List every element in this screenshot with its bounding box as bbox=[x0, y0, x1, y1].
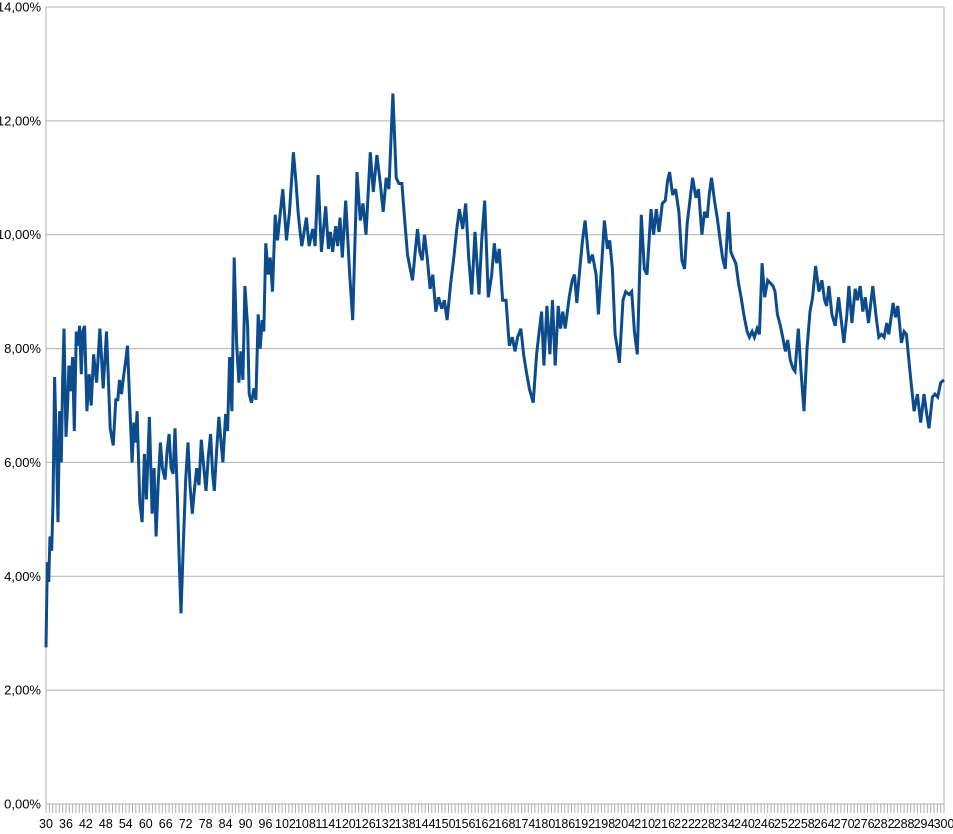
x-axis-label: 180 bbox=[534, 817, 555, 831]
x-axis-label: 288 bbox=[894, 817, 915, 831]
y-axis-label: 8,00% bbox=[4, 341, 41, 356]
x-axis-label: 264 bbox=[814, 817, 835, 831]
y-axis-label: 2,00% bbox=[4, 683, 41, 698]
x-axis-label: 210 bbox=[634, 817, 655, 831]
y-axis-label: 14,00% bbox=[0, 0, 41, 15]
x-axis-label: 36 bbox=[59, 817, 73, 831]
x-axis-label: 282 bbox=[874, 817, 895, 831]
x-axis-label: 216 bbox=[654, 817, 675, 831]
x-axis-label: 198 bbox=[594, 817, 615, 831]
x-axis-label: 132 bbox=[375, 817, 396, 831]
x-axis-label: 90 bbox=[239, 817, 253, 831]
x-axis-label: 246 bbox=[754, 817, 775, 831]
x-axis-label: 138 bbox=[395, 817, 416, 831]
x-axis-label: 84 bbox=[219, 817, 233, 831]
x-axis-label: 192 bbox=[574, 817, 595, 831]
x-axis-label: 300 bbox=[934, 817, 953, 831]
x-axis-label: 114 bbox=[315, 817, 335, 831]
x-axis-label: 240 bbox=[734, 817, 755, 831]
x-axis-label: 150 bbox=[435, 817, 456, 831]
x-axis-label: 54 bbox=[119, 817, 133, 831]
x-axis-label: 258 bbox=[794, 817, 815, 831]
y-axis-label: 10,00% bbox=[0, 227, 41, 242]
x-axis-label: 156 bbox=[455, 817, 476, 831]
x-axis-label: 174 bbox=[515, 817, 536, 831]
x-axis-label: 96 bbox=[259, 817, 273, 831]
x-axis-label: 222 bbox=[674, 817, 695, 831]
x-axis-label: 48 bbox=[99, 817, 113, 831]
y-axis-label: 12,00% bbox=[0, 113, 41, 128]
x-axis-label: 60 bbox=[139, 817, 153, 831]
x-axis-label: 102 bbox=[275, 817, 296, 831]
x-axis-label: 108 bbox=[295, 817, 316, 831]
x-axis-label: 144 bbox=[415, 817, 436, 831]
x-axis-label: 276 bbox=[854, 817, 875, 831]
x-axis-label: 126 bbox=[355, 817, 376, 831]
y-axis-label: 4,00% bbox=[4, 569, 41, 584]
x-axis-label: 204 bbox=[614, 817, 635, 831]
data-series-line bbox=[44, 93, 945, 648]
x-axis-label: 66 bbox=[159, 817, 173, 831]
x-axis-label: 234 bbox=[714, 817, 735, 831]
x-axis-label: 162 bbox=[475, 817, 496, 831]
x-axis-label: 168 bbox=[495, 817, 516, 831]
x-axis-label: 78 bbox=[199, 817, 213, 831]
x-axis-label: 72 bbox=[179, 817, 193, 831]
x-axis-label: 186 bbox=[554, 817, 575, 831]
x-axis-label: 228 bbox=[694, 817, 715, 831]
x-axis-label: 252 bbox=[774, 817, 795, 831]
y-axis-label: 0,00% bbox=[4, 797, 41, 812]
x-axis-label: 120 bbox=[335, 817, 356, 831]
x-axis-label: 270 bbox=[834, 817, 855, 831]
x-axis-label: 30 bbox=[39, 817, 53, 831]
y-axis-label: 6,00% bbox=[4, 455, 41, 470]
x-axis-label: 294 bbox=[914, 817, 935, 831]
x-axis-label: 42 bbox=[79, 817, 93, 831]
